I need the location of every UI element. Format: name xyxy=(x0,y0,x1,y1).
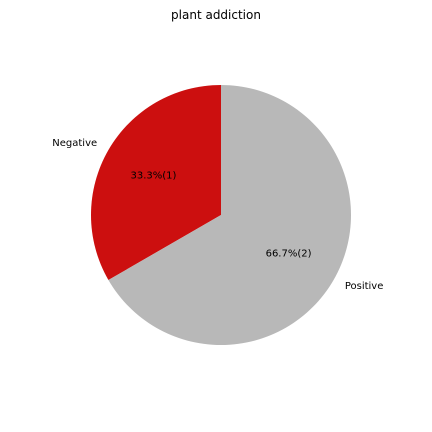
pie-slice-negative xyxy=(91,85,221,280)
pie-slice-positive xyxy=(108,85,352,345)
pie-pct-label: 66.7%(2) xyxy=(266,249,312,260)
chart-title: plant addiction xyxy=(171,8,261,22)
pie-category-label: Negative xyxy=(52,138,97,149)
pie-labels: 33.3%(1) Negative 66.7%(2) Positive xyxy=(52,138,383,292)
pie-slices xyxy=(91,85,352,345)
pie-category-label: Positive xyxy=(345,281,384,292)
pie-pct-label: 33.3%(1) xyxy=(130,171,176,182)
